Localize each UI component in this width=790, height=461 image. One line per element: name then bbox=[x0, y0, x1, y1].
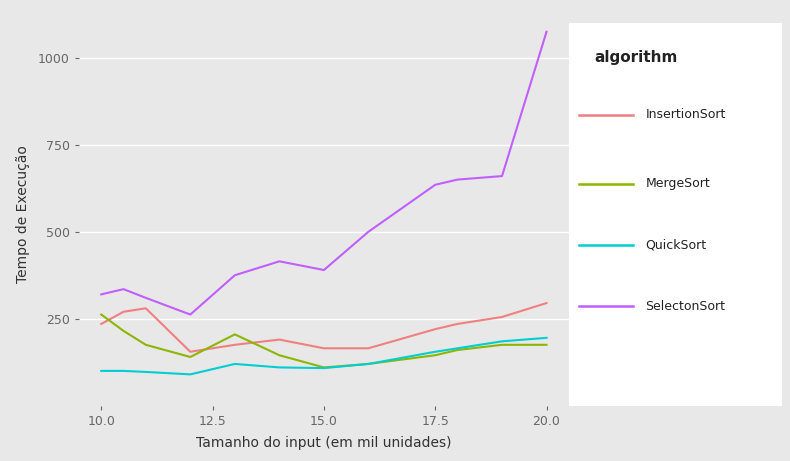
QuickSort bbox=[118, 368, 128, 374]
SelectonSort bbox=[431, 182, 440, 188]
InsertionSort bbox=[319, 346, 329, 351]
QuickSort bbox=[275, 365, 284, 370]
InsertionSort bbox=[141, 306, 151, 311]
QuickSort bbox=[363, 361, 373, 366]
Line: SelectonSort: SelectonSort bbox=[101, 32, 547, 314]
MergeSort bbox=[431, 353, 440, 358]
SelectonSort bbox=[363, 229, 373, 235]
SelectonSort bbox=[542, 29, 551, 35]
Line: QuickSort: QuickSort bbox=[101, 338, 547, 374]
Line: InsertionSort: InsertionSort bbox=[101, 303, 547, 352]
X-axis label: Tamanho do input (em mil unidades): Tamanho do input (em mil unidades) bbox=[196, 436, 452, 450]
SelectonSort bbox=[186, 312, 195, 317]
MergeSort bbox=[363, 361, 373, 366]
InsertionSort bbox=[275, 337, 284, 343]
QuickSort bbox=[431, 349, 440, 355]
InsertionSort bbox=[118, 309, 128, 314]
SelectonSort bbox=[118, 286, 128, 292]
QuickSort bbox=[230, 361, 239, 366]
SelectonSort bbox=[141, 295, 151, 301]
QuickSort bbox=[141, 369, 151, 375]
MergeSort bbox=[319, 365, 329, 370]
SelectonSort bbox=[497, 173, 506, 179]
QuickSort bbox=[542, 335, 551, 341]
QuickSort bbox=[453, 346, 462, 351]
Y-axis label: Tempo de Execução: Tempo de Execução bbox=[16, 145, 30, 284]
MergeSort bbox=[230, 331, 239, 337]
SelectonSort bbox=[230, 272, 239, 278]
Text: InsertionSort: InsertionSort bbox=[645, 108, 726, 121]
Text: SelectonSort: SelectonSort bbox=[645, 300, 725, 313]
Text: algorithm: algorithm bbox=[594, 50, 678, 65]
Text: MergeSort: MergeSort bbox=[645, 177, 710, 190]
MergeSort bbox=[186, 354, 195, 360]
InsertionSort bbox=[431, 326, 440, 332]
InsertionSort bbox=[96, 321, 106, 327]
SelectonSort bbox=[453, 177, 462, 183]
Line: MergeSort: MergeSort bbox=[101, 314, 547, 367]
MergeSort bbox=[542, 342, 551, 348]
InsertionSort bbox=[453, 321, 462, 327]
SelectonSort bbox=[96, 292, 106, 297]
MergeSort bbox=[275, 353, 284, 358]
InsertionSort bbox=[497, 314, 506, 320]
SelectonSort bbox=[275, 259, 284, 264]
SelectonSort bbox=[319, 267, 329, 273]
InsertionSort bbox=[230, 342, 239, 348]
MergeSort bbox=[118, 328, 128, 334]
InsertionSort bbox=[186, 349, 195, 355]
MergeSort bbox=[96, 312, 106, 317]
QuickSort bbox=[186, 372, 195, 377]
QuickSort bbox=[497, 338, 506, 344]
MergeSort bbox=[453, 347, 462, 353]
QuickSort bbox=[96, 368, 106, 374]
InsertionSort bbox=[542, 300, 551, 306]
MergeSort bbox=[497, 342, 506, 348]
MergeSort bbox=[141, 342, 151, 348]
QuickSort bbox=[319, 366, 329, 371]
InsertionSort bbox=[363, 346, 373, 351]
Text: QuickSort: QuickSort bbox=[645, 238, 707, 251]
